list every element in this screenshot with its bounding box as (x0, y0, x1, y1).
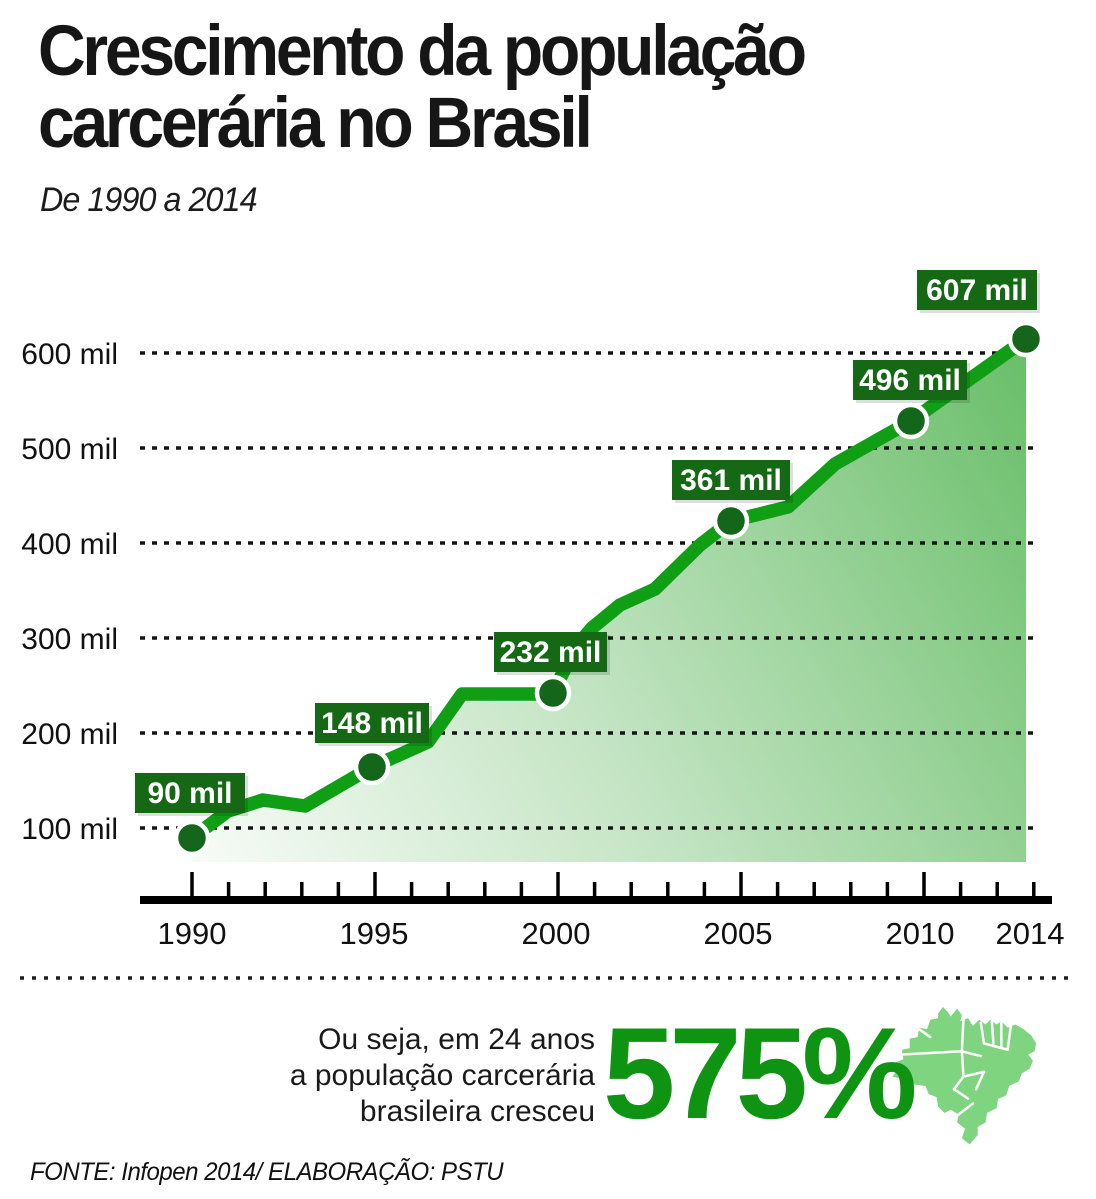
data-point (712, 502, 750, 540)
data-point (1007, 320, 1045, 358)
data-label-box (917, 270, 1037, 310)
data-label-box (135, 773, 245, 813)
data-label-box (672, 460, 790, 500)
brazil-state-borders (900, 1018, 1013, 1116)
x-axis-label: 1990 (158, 916, 227, 951)
annotation-line1: Ou seja, em 24 anos (318, 1023, 595, 1056)
y-axis-label: 200 mil (21, 718, 118, 751)
y-axis-label: 400 mil (21, 528, 118, 561)
annotation-text: Ou seja, em 24 anos a população carcerár… (290, 1022, 595, 1130)
brazil-map-icon (892, 1007, 1037, 1145)
y-axis-label: 100 mil (21, 813, 118, 846)
data-label-box (853, 360, 967, 400)
data-label-box (315, 703, 429, 743)
x-axis-label: 1995 (340, 916, 409, 951)
data-label: 361 mil (680, 464, 782, 497)
data-point (173, 819, 211, 857)
x-axis-line (140, 896, 1052, 904)
y-axis-label: 300 mil (21, 623, 118, 656)
page-title-line1: Crescimento da população (38, 12, 807, 91)
y-axis-label: 500 mil (21, 433, 118, 466)
x-axis-label: 2010 (886, 916, 955, 951)
data-point (353, 748, 391, 786)
data-label: 496 mil (859, 364, 961, 397)
x-axis-label: 2005 (704, 916, 773, 951)
prison-population-line-chart: 600 mil 500 mil 400 mil 300 mil 200 mil 100 m… (20, 270, 1070, 980)
x-axis-label: 2014 (996, 916, 1065, 951)
data-label: 148 mil (321, 707, 423, 740)
annotation-line2: a população carcerária (289, 1059, 595, 1092)
source-credit: FONTE: Infopen 2014/ ELABORAÇÃO: PSTU (30, 1158, 504, 1186)
x-axis-label: 2000 (522, 916, 591, 951)
y-axis-label: 600 mil (21, 338, 118, 371)
data-point (892, 402, 930, 440)
page-title-line2: carcerária no Brasil (38, 84, 593, 163)
data-label-box (494, 632, 607, 672)
page-subtitle: De 1990 a 2014 (40, 181, 258, 219)
data-label: 232 mil (500, 636, 602, 669)
data-point (534, 674, 572, 712)
growth-percentage: 575% (603, 1000, 917, 1146)
data-label: 90 mil (147, 777, 232, 810)
data-label: 607 mil (926, 274, 1028, 307)
chart-area-fill (192, 339, 1026, 862)
annotation-line3: brasileira cresceu (359, 1095, 595, 1128)
